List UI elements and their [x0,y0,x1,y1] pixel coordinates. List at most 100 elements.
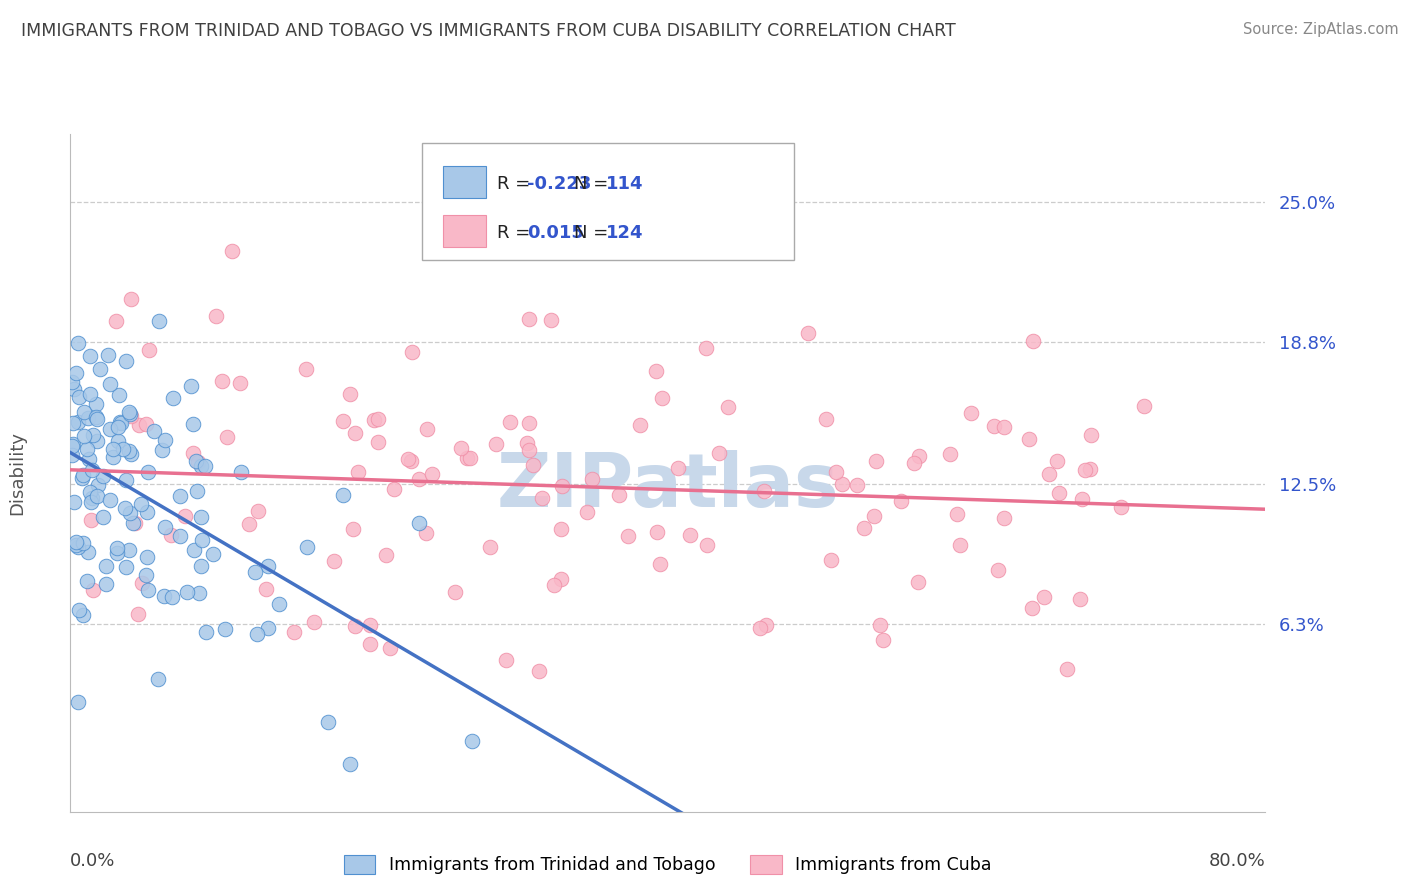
Point [890,494,912,508]
Point [543,578,565,592]
Point [797,326,820,340]
Point [1021,600,1043,615]
Point [117,543,139,558]
Point [1032,590,1054,604]
Point [84,397,107,411]
Point [80,491,103,505]
Point [339,386,361,401]
Point [176,584,198,599]
Point [215,430,238,444]
Point [77,411,100,425]
Point [63,383,86,397]
Point [160,528,183,542]
Point [79,485,101,500]
Point [67,602,90,616]
Point [460,734,482,748]
Text: -0.223: -0.223 [527,175,592,193]
Point [136,465,159,479]
Point [67,695,90,709]
Point [346,465,368,479]
Y-axis label: Disability: Disability [8,431,25,515]
Point [65,538,87,552]
Point [62,437,84,451]
Point [146,672,169,686]
Point [153,433,176,447]
Point [205,309,228,323]
Point [101,442,124,457]
Point [120,409,142,423]
Point [194,459,217,474]
Point [65,535,87,549]
Point [1069,591,1091,606]
Point [150,443,173,458]
Point [343,425,366,440]
Point [531,491,554,505]
Point [131,575,153,590]
Point [581,472,603,486]
Point [82,463,104,477]
Point [256,558,278,573]
Point [408,472,430,486]
Point [98,422,121,436]
Point [63,494,86,508]
Text: Source: ZipAtlas.com: Source: ZipAtlas.com [1243,22,1399,37]
Point [752,483,775,498]
Point [872,633,894,648]
Point [815,412,838,426]
Point [332,487,354,501]
Point [101,450,124,465]
Point [72,536,94,550]
Point [359,638,381,652]
Point [551,479,574,493]
Point [517,417,540,431]
Point [679,528,702,542]
Point [62,416,84,430]
Point [628,417,651,432]
Point [120,292,142,306]
Point [118,507,141,521]
Point [162,392,184,406]
Point [254,582,277,597]
Point [607,488,630,502]
Point [82,582,104,597]
Point [478,541,501,555]
Point [458,450,481,465]
Point [302,615,325,629]
Point [79,387,101,401]
Point [94,577,117,591]
Point [1111,500,1133,515]
Point [107,419,129,434]
Point [1056,662,1078,676]
Point [415,526,437,541]
Text: 0.0%: 0.0% [70,853,115,871]
Point [131,497,153,511]
Point [709,446,731,460]
Point [174,509,197,524]
Point [211,374,233,388]
Text: ZIPatlas: ZIPatlas [496,450,839,523]
Point [72,607,94,622]
Point [66,415,89,429]
Point [60,439,83,453]
Text: IMMIGRANTS FROM TRINIDAD AND TOBAGO VS IMMIGRANTS FROM CUBA DISABILITY CORRELATI: IMMIGRANTS FROM TRINIDAD AND TOBAGO VS I… [21,22,956,40]
Point [1018,432,1040,446]
Point [269,597,291,611]
Point [120,447,142,461]
Point [863,509,886,524]
Point [939,447,962,461]
Point [128,417,150,432]
Point [191,533,214,548]
Point [72,468,94,483]
Point [283,624,305,639]
Point [107,388,129,402]
Point [444,585,467,599]
Point [138,343,160,358]
Point [1046,453,1069,467]
Point [945,507,967,521]
Point [67,391,90,405]
Point [908,449,931,463]
Point [256,621,278,635]
Point [110,417,132,431]
Point [105,541,128,555]
Text: 0.015: 0.015 [527,224,585,242]
